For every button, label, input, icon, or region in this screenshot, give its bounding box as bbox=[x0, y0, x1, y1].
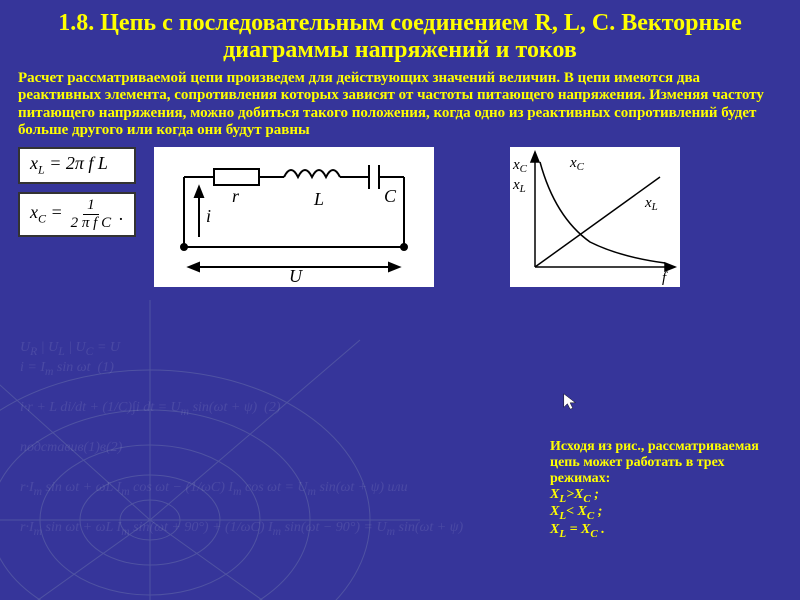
formula-xc: xC = 1 2 π f C . bbox=[18, 192, 136, 237]
slide-body-text: Расчет рассматриваемой цепи произведем д… bbox=[18, 70, 782, 139]
graph-ylabel-xl: xL bbox=[512, 177, 526, 195]
formula-xl: xL = 2π f L bbox=[18, 147, 136, 184]
circuit-diagram: r L C i U bbox=[154, 147, 434, 287]
graph-curve-xc: xC bbox=[569, 155, 585, 173]
slide-root: UR | UL | UC = U i = Im sin ωt (1) i·r +… bbox=[0, 0, 800, 600]
note-line-3: XL = XC . bbox=[550, 522, 605, 537]
graph-ylabel-xc: xC bbox=[512, 157, 528, 175]
formula-column: xL = 2π f L xC = 1 2 π f C . bbox=[18, 147, 136, 237]
circuit-label-U: U bbox=[289, 266, 303, 286]
note-line-1: XL>XC ; bbox=[550, 487, 599, 502]
content-row: xL = 2π f L xC = 1 2 π f C . bbox=[18, 147, 782, 287]
faded-equation-5: r·Im sin ωt + ωL Im cos ωt − (1/ωC) Im c… bbox=[20, 480, 408, 498]
formula-xc-left: xC = bbox=[30, 202, 63, 227]
faded-equation-2: i = Im sin ωt (1) bbox=[20, 360, 114, 378]
faded-equation-4: подставив(1)в(2) bbox=[20, 440, 122, 456]
formula-xc-tail: . bbox=[119, 204, 124, 225]
formula-xc-fraction: 1 2 π f C bbox=[67, 198, 115, 231]
slide-title: 1.8. Цепь с последовательным соединением… bbox=[28, 10, 772, 64]
background-web-decoration bbox=[0, 260, 480, 600]
faded-equation-3: i·r + L di/dt + (1/C)∫i dt = Um sin(ωt +… bbox=[20, 400, 281, 418]
faded-equation-1: UR | UL | UC = U bbox=[20, 340, 120, 358]
note-line-2: XL< XC ; bbox=[550, 504, 602, 519]
graph-curve-xl: xL bbox=[644, 195, 658, 213]
faded-equation-6: r·Im sin ωt + ωL Im sin(ωt + 90°) + (1/ω… bbox=[20, 520, 463, 538]
circuit-label-i: i bbox=[206, 206, 211, 226]
circuit-label-r: r bbox=[232, 186, 240, 206]
circuit-label-C: C bbox=[384, 186, 397, 206]
circuit-label-L: L bbox=[313, 189, 324, 209]
note-intro: Исходя из рис., рассматриваемая цепь мож… bbox=[550, 439, 759, 486]
formula-xc-den: 2 π f C bbox=[67, 215, 115, 231]
formula-xc-num: 1 bbox=[83, 198, 99, 215]
note-block: Исходя из рис., рассматриваемая цепь мож… bbox=[550, 439, 770, 540]
graph-xlabel-f: f bbox=[662, 270, 668, 286]
cursor-icon bbox=[562, 392, 580, 410]
reactance-graph: xC xL xC xL f bbox=[510, 147, 680, 287]
